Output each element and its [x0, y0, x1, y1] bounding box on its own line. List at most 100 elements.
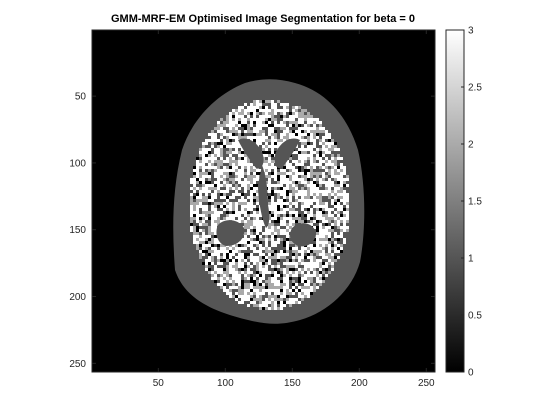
texture-pixel [274, 232, 277, 235]
texture-pixel [262, 250, 265, 253]
texture-pixel [295, 211, 298, 214]
texture-pixel [247, 184, 250, 187]
texture-pixel [322, 166, 325, 169]
texture-pixel [202, 247, 205, 250]
texture-pixel [316, 160, 319, 163]
texture-pixel [286, 115, 289, 118]
texture-pixel [313, 118, 316, 121]
brain-texture-region [190, 100, 349, 310]
texture-pixel [214, 172, 217, 175]
texture-pixel [250, 199, 253, 202]
texture-pixel [244, 301, 247, 304]
texture-pixel [268, 277, 271, 280]
texture-pixel [280, 265, 283, 268]
texture-pixel [205, 217, 208, 220]
texture-pixel [208, 139, 211, 142]
texture-pixel [310, 136, 313, 139]
texture-pixel [223, 157, 226, 160]
texture-pixel [274, 301, 277, 304]
texture-pixel [319, 166, 322, 169]
texture-pixel [313, 238, 316, 241]
texture-pixel [244, 217, 247, 220]
texture-pixel [322, 127, 325, 130]
texture-pixel [313, 151, 316, 154]
texture-pixel [220, 187, 223, 190]
texture-pixel [340, 235, 343, 238]
texture-pixel [310, 178, 313, 181]
texture-pixel [244, 262, 247, 265]
texture-pixel [340, 208, 343, 211]
texture-pixel [298, 148, 301, 151]
texture-pixel [310, 139, 313, 142]
texture-pixel [253, 136, 256, 139]
texture-pixel [292, 184, 295, 187]
texture-pixel [316, 253, 319, 256]
texture-pixel [220, 253, 223, 256]
texture-pixel [277, 220, 280, 223]
texture-pixel [223, 199, 226, 202]
texture-pixel [199, 253, 202, 256]
texture-pixel [241, 211, 244, 214]
texture-pixel [244, 256, 247, 259]
texture-pixel [211, 202, 214, 205]
texture-pixel [298, 205, 301, 208]
texture-pixel [205, 196, 208, 199]
texture-pixel [280, 307, 283, 310]
texture-pixel [241, 289, 244, 292]
texture-pixel [244, 202, 247, 205]
texture-pixel [235, 298, 238, 301]
texture-pixel [274, 274, 277, 277]
texture-pixel [280, 106, 283, 109]
texture-pixel [301, 280, 304, 283]
texture-pixel [277, 229, 280, 232]
texture-pixel [271, 304, 274, 307]
texture-pixel [196, 184, 199, 187]
texture-pixel [259, 253, 262, 256]
texture-pixel [259, 139, 262, 142]
texture-pixel [301, 262, 304, 265]
texture-pixel [286, 235, 289, 238]
texture-pixel [196, 199, 199, 202]
texture-pixel [223, 208, 226, 211]
texture-pixel [313, 142, 316, 145]
texture-pixel [217, 280, 220, 283]
texture-pixel [295, 184, 298, 187]
texture-pixel [268, 133, 271, 136]
texture-pixel [214, 181, 217, 184]
texture-pixel [316, 277, 319, 280]
texture-pixel [280, 133, 283, 136]
texture-pixel [283, 208, 286, 211]
texture-pixel [250, 181, 253, 184]
texture-pixel [217, 121, 220, 124]
texture-pixel [283, 247, 286, 250]
texture-pixel [319, 136, 322, 139]
texture-pixel [193, 232, 196, 235]
texture-pixel [337, 244, 340, 247]
y-tick-label: 150 [69, 225, 86, 236]
texture-pixel [217, 262, 220, 265]
texture-pixel [202, 190, 205, 193]
texture-pixel [268, 244, 271, 247]
texture-pixel [256, 226, 259, 229]
texture-pixel [295, 130, 298, 133]
texture-pixel [310, 262, 313, 265]
texture-pixel [199, 226, 202, 229]
texture-pixel [256, 124, 259, 127]
texture-pixel [247, 295, 250, 298]
texture-pixel [226, 118, 229, 121]
texture-pixel [229, 271, 232, 274]
texture-pixel [268, 178, 271, 181]
texture-pixel [193, 226, 196, 229]
texture-pixel [304, 175, 307, 178]
texture-pixel [301, 166, 304, 169]
texture-pixel [220, 184, 223, 187]
texture-pixel [271, 238, 274, 241]
texture-pixel [319, 217, 322, 220]
texture-pixel [307, 157, 310, 160]
texture-pixel [277, 103, 280, 106]
texture-pixel [304, 154, 307, 157]
colorbar-tick-label: 0.5 [468, 311, 482, 322]
texture-pixel [208, 244, 211, 247]
texture-pixel [265, 175, 268, 178]
texture-pixel [247, 127, 250, 130]
